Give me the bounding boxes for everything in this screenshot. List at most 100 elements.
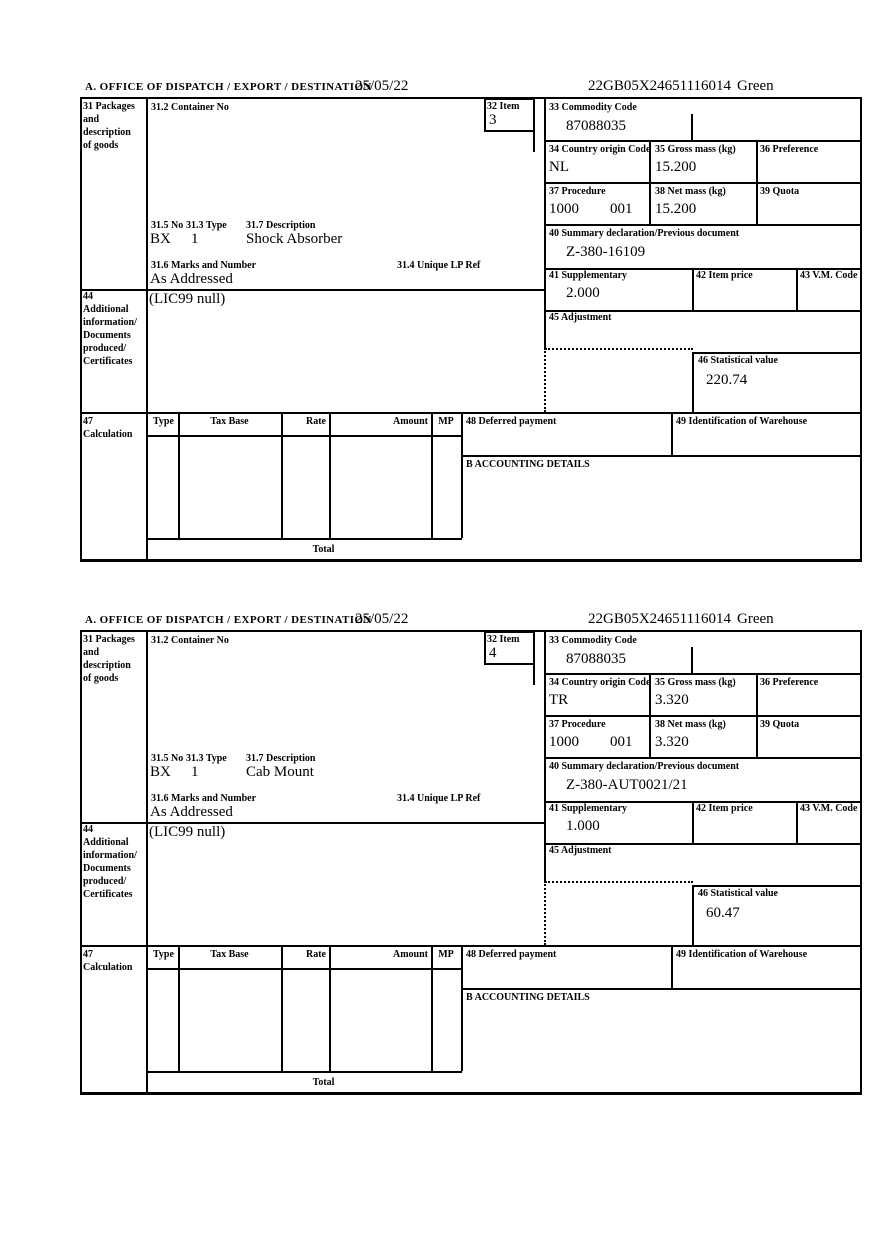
box-49-label: 49 Identification of Warehouse [676,949,808,960]
declaration-date: 25/05/22 [355,78,409,94]
procedure-value: 1000 [549,734,579,750]
tax-rate-header: Rate [306,416,326,427]
box-32-label: 32 Item [487,101,520,112]
declaration-date: 25/05/22 [355,611,409,627]
box-41-label: 41 Supplementary [549,803,628,814]
divider [545,757,862,759]
box-40-label: 40 Summary declaration/Previous document [549,761,740,772]
box-44-label: Documents [83,863,131,874]
box-31-6-label: 31.6 Marks and Number [151,260,257,271]
divider [692,885,862,887]
box-44-label: produced/ [83,343,127,354]
box-38-label: 38 Net mass (kg) [655,719,726,730]
dotted-divider [544,881,546,945]
divider [178,945,180,1071]
box-36-label: 36 Preference [760,144,819,155]
box-44-label: 44 [83,824,93,835]
package-no-value: BX [150,231,171,247]
divider [281,412,283,538]
divider [80,822,545,824]
box-33-label: 33 Commodity Code [549,102,637,113]
box-31-4-label: 31.4 Unique LP Ref [397,260,481,271]
divider [533,132,535,152]
divider [80,945,862,947]
divider [692,352,862,354]
commodity-code-tick [691,114,693,140]
box-46-label: 46 Statistical value [698,888,778,899]
box-31-3-label: 31.3 Type [186,753,227,764]
box-31-label: and [83,647,100,658]
procedure-2-value: 001 [610,734,633,750]
divider [649,140,651,226]
box-45-label: 45 Adjustment [549,845,612,856]
divider [692,268,694,312]
tax-mp-header: MP [438,949,454,960]
box-35-label: 35 Gross mass (kg) [655,677,736,688]
item-number-box [484,631,535,665]
box-31-label: 31 Packages [83,634,135,645]
box-44-label: Additional [83,304,129,315]
divider [692,885,694,945]
box-45-label: 45 Adjustment [549,312,612,323]
divider [431,412,433,538]
package-type-value: 1 [191,764,199,780]
divider [281,945,283,1071]
box-33-label: 33 Commodity Code [549,635,637,646]
tax-amount-header: Amount [392,949,428,960]
box-31-label: 31 Packages [83,101,135,112]
divider [146,630,148,1095]
divider [671,945,673,988]
box-44-label: Additional [83,837,129,848]
divider [544,630,546,881]
box-44-label: information/ [83,317,137,328]
divider [147,538,462,540]
divider [756,673,758,759]
dotted-divider [545,881,693,883]
gross-mass-value: 3.320 [655,692,689,708]
origin-code-value: NL [549,159,569,175]
commodity-code-value: 87088035 [566,651,626,667]
box-36-label: 36 Preference [760,677,819,688]
marks-and-number-value: As Addressed [150,804,233,820]
divider [545,224,862,226]
divider [147,1071,462,1073]
box-47-label: Calculation [83,429,133,440]
box-44-label: 44 [83,291,93,302]
box-47-label: 47 [83,416,93,427]
dotted-divider [544,348,546,412]
box-44-label: information/ [83,850,137,861]
tax-amount-header: Amount [392,416,428,427]
total-label: Total [312,544,335,555]
divider [329,945,331,1071]
box-39-label: 39 Quota [760,186,800,197]
box-49-label: 49 Identification of Warehouse [676,416,808,427]
box-44-label: produced/ [83,876,127,887]
goods-description-value: Cab Mount [246,764,314,780]
box-40-label: 40 Summary declaration/Previous document [549,228,740,239]
commodity-code-value: 87088035 [566,118,626,134]
divider [533,665,535,685]
form-outer-border [80,630,862,1095]
gross-mass-value: 15.200 [655,159,697,175]
goods-description-value: Shock Absorber [246,231,343,247]
box-43-label: 43 V.M. Code [800,270,858,281]
divider [462,455,862,457]
box-31-6-label: 31.6 Marks and Number [151,793,257,804]
box-31-label: description [83,127,131,138]
statistical-value: 220.74 [706,372,748,388]
supplementary-value: 2.000 [566,285,600,301]
previous-document-value: Z-380-AUT0021/21 [566,777,688,793]
procedure-value: 1000 [549,201,579,217]
box-44-label: Certificates [83,889,133,900]
box-44-label: Certificates [83,356,133,367]
box-37-label: 37 Procedure [549,186,606,197]
divider [671,412,673,455]
divider [692,352,694,412]
box-31-label: and [83,114,100,125]
box-31-label: of goods [83,140,119,151]
item-section-1: A. OFFICE OF DISPATCH / EXPORT / DESTINA… [0,78,882,564]
mrn-number: 22GB05X24651116014 [588,78,732,94]
item-number-box [484,98,535,132]
box-48-label: 48 Deferred payment [466,949,557,960]
